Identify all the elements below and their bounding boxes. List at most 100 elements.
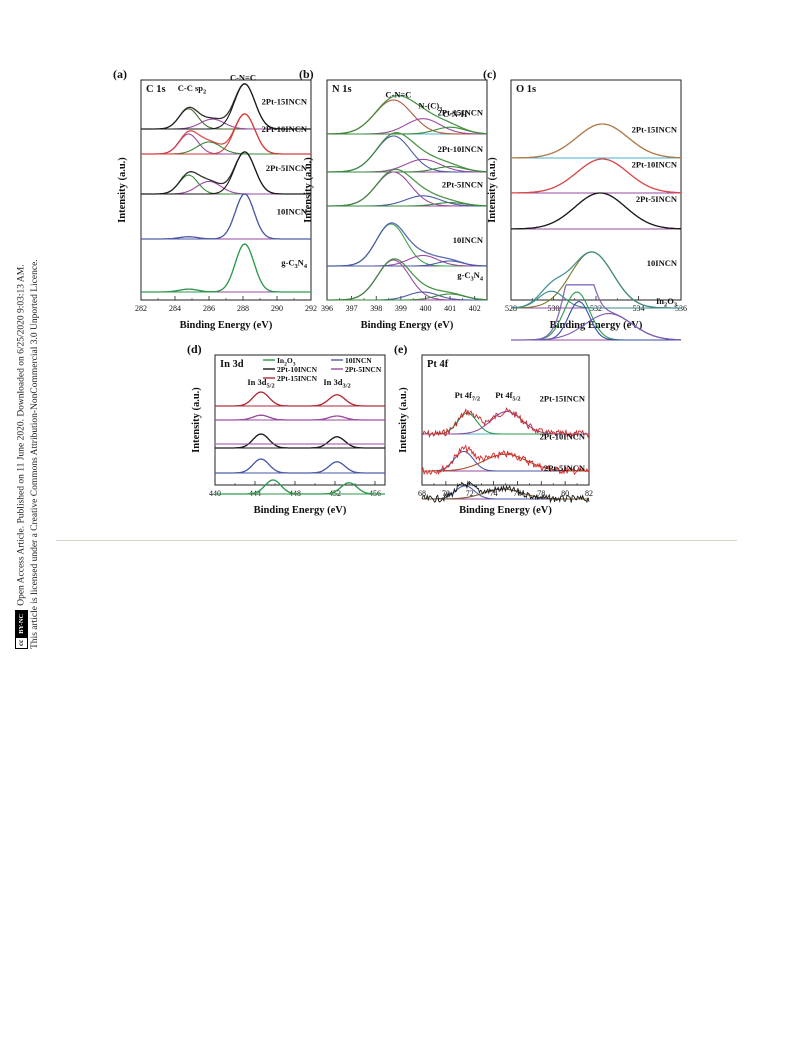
spectrum-2: 2Pt-5INCN	[327, 168, 488, 207]
spectrum-envelope	[421, 480, 590, 504]
spectrum-2: 2Pt-5INCN	[511, 192, 682, 230]
x-axis-label: Binding Energy (eV)	[254, 505, 347, 516]
fitted-peak	[141, 151, 311, 195]
x-tick-label: 400	[419, 304, 431, 313]
spectrum-3: 10INCN	[327, 222, 487, 267]
spectrum-envelope	[215, 433, 385, 449]
x-axis-label: Binding Energy (eV)	[180, 320, 273, 331]
spectrum-1: 2Pt-10INCN	[141, 113, 311, 155]
spectrum-envelope	[327, 222, 487, 267]
panel-element-label: Pt 4f	[427, 359, 449, 370]
panel-4: (e) Pt 4f 68 70 72 74 76 78 80 82 Binding Energy (…	[394, 342, 593, 516]
spectrum-4: g-C3N4	[327, 258, 487, 301]
page-divider	[56, 540, 737, 541]
spectrum-1: 2Pt-10INCN	[327, 132, 488, 173]
panel-element-label: In 3d	[220, 359, 244, 370]
spectrum-envelope	[141, 113, 311, 155]
spectrum-5	[215, 479, 385, 495]
x-tick-label: 290	[271, 304, 283, 313]
spectrum-0: 2Pt-15INCN	[327, 95, 488, 135]
fitted-peak	[215, 391, 385, 407]
peak-annotation: C-C sp2	[178, 83, 206, 96]
peak-annotation: C-N-H	[443, 109, 468, 119]
x-tick-label: 80	[561, 489, 569, 498]
spectrum-4: g-C3N4	[141, 243, 311, 293]
x-tick-label: 286	[203, 304, 215, 313]
spectrum-envelope	[215, 458, 385, 474]
legend-entry: 2Pt-15INCN	[277, 374, 318, 383]
sample-label: 2Pt-10INCN	[632, 160, 678, 170]
panel-0: (a) C 1s 282 284 286 288 290 292 Binding Energy …	[113, 67, 317, 331]
spectrum-0: 2Pt-15INCN	[141, 83, 311, 130]
sample-label: 2Pt-15INCN	[632, 125, 678, 135]
x-tick-label: 76	[513, 489, 521, 498]
legend-entry: 2Pt-5INCN	[345, 365, 382, 374]
x-tick-label: 82	[585, 489, 593, 498]
legend-entry: In2O3	[277, 356, 296, 367]
sample-label: 2Pt-15INCN	[262, 96, 308, 106]
x-tick-label: 292	[305, 304, 317, 313]
spectrum-4: In2O3	[511, 284, 682, 341]
spectrum-2: 2Pt-5INCN	[141, 151, 311, 195]
x-tick-label: 398	[370, 304, 382, 313]
spectrum-envelope	[327, 132, 488, 173]
sample-label: 2Pt-5INCN	[266, 163, 308, 173]
spectrum-envelope	[511, 192, 682, 230]
fitted-peak	[215, 394, 385, 407]
x-tick-label: 68	[418, 489, 426, 498]
y-axis-label: Intensity (a.u.)	[303, 157, 314, 223]
spectrum-envelope	[141, 151, 311, 195]
spectrum-1: 2Pt-10INCN	[421, 432, 590, 476]
x-tick-label: 74	[490, 489, 498, 498]
sample-label: g-C3N4	[457, 270, 484, 283]
fitted-peak	[215, 436, 385, 449]
sample-label: 10INCN	[647, 258, 678, 268]
sample-label: In2O3	[656, 296, 677, 309]
panel-1: (b) N 1s 396 397 398 399 400 401 402 Binding Ener…	[299, 67, 488, 331]
spectrum-2: 2Pt-5INCN	[421, 463, 590, 504]
sample-label: 10INCN	[453, 235, 484, 245]
spectrum-0	[215, 391, 385, 407]
peak-annotation: C-N=C	[230, 72, 256, 82]
y-axis-label: Intensity (a.u.)	[117, 157, 128, 223]
panel-letter: (c)	[483, 67, 496, 81]
sample-label: 2Pt-5INCN	[544, 463, 586, 473]
sample-label: 2Pt-10INCN	[540, 432, 586, 442]
spectrum-envelope	[511, 251, 681, 309]
sample-label: 2Pt-10INCN	[262, 124, 308, 134]
panel-element-label: C 1s	[146, 84, 166, 95]
spectrum-4	[215, 458, 385, 474]
panel-letter: (b)	[299, 67, 314, 81]
spectrum-1: 2Pt-10INCN	[511, 158, 681, 194]
legend: In2O3 10INCN 2Pt-10INCN 2Pt-5INCN 2Pt-15INCN	[263, 356, 382, 383]
y-axis-label: Intensity (a.u.)	[487, 157, 498, 223]
spectrum-envelope	[141, 83, 311, 130]
peak-annotation: In 3d3/2	[323, 377, 350, 390]
spectrum-envelope	[327, 258, 487, 301]
panel-element-label: N 1s	[332, 84, 352, 95]
spectrum-envelope	[215, 479, 385, 495]
x-tick-label: 78	[537, 489, 545, 498]
peak-annotation: Pt 4f5/2	[495, 390, 520, 403]
fitted-peak	[215, 461, 385, 474]
sample-label: 2Pt-15INCN	[438, 107, 484, 117]
x-tick-label: 288	[237, 304, 249, 313]
spectrum-0: 2Pt-15INCN	[511, 123, 681, 159]
sample-label: 10INCN	[277, 206, 308, 216]
spectrum-1	[215, 414, 385, 421]
spectrum-envelope	[327, 168, 487, 207]
panel-letter: (d)	[187, 342, 202, 356]
panel-letter: (a)	[113, 67, 127, 81]
peak-annotation: In 3d5/2	[247, 377, 274, 390]
x-tick-label: 282	[135, 304, 147, 313]
x-tick-label: 399	[395, 304, 407, 313]
sample-label: 2Pt-5INCN	[636, 194, 678, 204]
panel-element-label: O 1s	[516, 84, 536, 95]
fitted-peak	[141, 133, 311, 155]
fitted-peak	[141, 83, 311, 130]
panel-letter: (e)	[394, 342, 407, 356]
spectrum-envelope	[511, 284, 682, 341]
x-tick-label: 397	[346, 304, 358, 313]
